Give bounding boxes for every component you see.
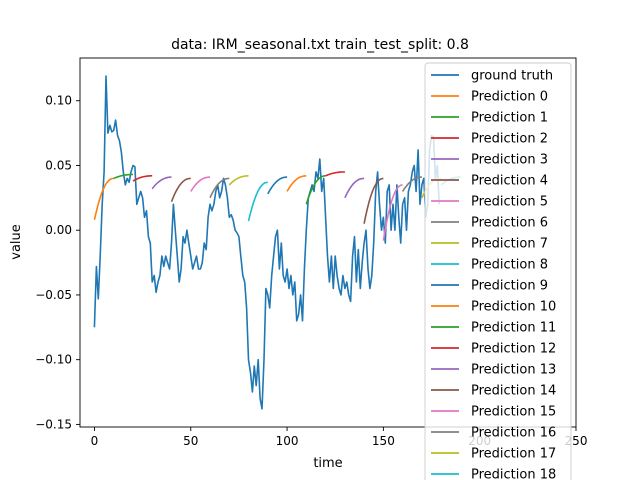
legend-label: Prediction 16: [471, 426, 556, 441]
legend-label: Prediction 14: [471, 384, 556, 399]
prediction-15-line: [382, 184, 403, 241]
y-axis: −0.15 −0.10 −0.05 0.00 0.05 0.10: [35, 94, 80, 431]
prediction-13-line: [344, 177, 365, 199]
y-axis-label: value: [9, 224, 24, 260]
legend-label: Prediction 9: [471, 279, 548, 294]
x-tick-label: 0: [91, 434, 99, 448]
prediction-2-line: [132, 175, 153, 182]
y-tick-label: −0.10: [35, 353, 72, 367]
legend-label: Prediction 1: [471, 111, 548, 126]
legend-label: Prediction 17: [471, 447, 556, 462]
prediction-8-line: [247, 181, 268, 222]
y-tick-label: 0.00: [45, 223, 72, 237]
y-tick-label: 0.05: [45, 158, 72, 172]
legend-label: Prediction 0: [471, 90, 548, 105]
prediction-6-line: [209, 177, 230, 199]
prediction-11-line: [305, 175, 326, 205]
legend-label: Prediction 12: [471, 342, 556, 357]
chart-title: data: IRM_seasonal.txt train_test_split:…: [171, 37, 469, 53]
legend-label: Prediction 3: [471, 153, 548, 168]
x-axis-label: time: [313, 456, 342, 471]
y-tick-label: 0.10: [45, 94, 72, 108]
prediction-7-line: [228, 175, 249, 186]
prediction-9-line: [267, 176, 288, 195]
x-tick-label: 150: [372, 434, 395, 448]
prediction-5-line: [190, 176, 211, 192]
legend-label: Prediction 5: [471, 195, 548, 210]
ground-truth-line: [93, 75, 440, 410]
legend-label: Prediction 6: [471, 216, 548, 231]
prediction-0-line: [93, 177, 114, 220]
legend-label: Prediction 18: [471, 468, 556, 480]
prediction-4-line: [170, 177, 191, 202]
legend-label: Prediction 13: [471, 363, 556, 378]
prediction-1-line: [113, 173, 133, 180]
legend-label: Prediction 4: [471, 174, 548, 189]
legend-label: ground truth: [471, 69, 553, 84]
axes-frame: [79, 57, 577, 428]
legend-label: Prediction 8: [471, 258, 548, 273]
y-tick-label: −0.15: [35, 417, 72, 431]
prediction-10-line: [286, 175, 307, 192]
x-tick-label: 100: [276, 434, 299, 448]
y-tick-label: −0.05: [35, 288, 72, 302]
prediction-14-line: [363, 177, 384, 224]
legend-label: Prediction 7: [471, 237, 548, 252]
prediction-16-line: [401, 176, 422, 192]
legend-label: Prediction 11: [471, 321, 556, 336]
prediction-12-line: [325, 171, 345, 177]
legend-label: Prediction 2: [471, 132, 548, 147]
legend-label: Prediction 15: [471, 405, 556, 420]
legend-box: [424, 62, 572, 480]
prediction-3-line: [151, 176, 172, 190]
x-tick-label: 50: [183, 434, 198, 448]
legend: ground truth Prediction 0 Prediction 1 Pred…: [424, 62, 572, 480]
legend-label: Prediction 10: [471, 300, 556, 315]
